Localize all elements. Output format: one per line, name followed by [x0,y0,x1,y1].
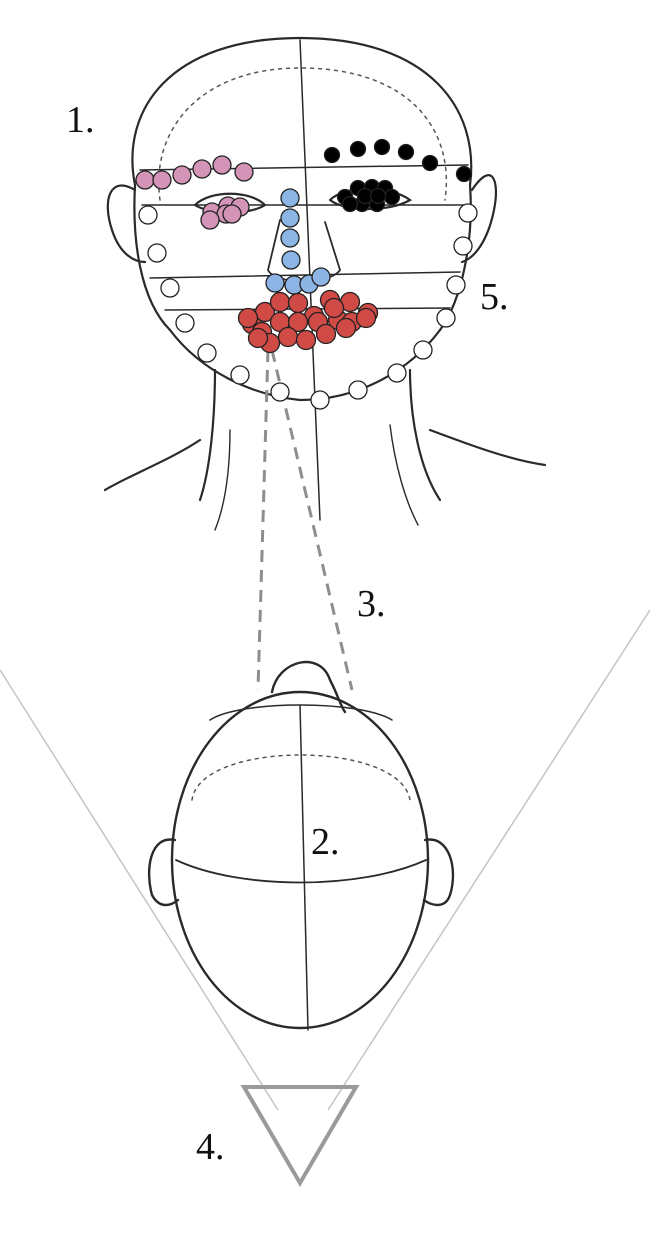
center-line-top [299,704,309,1031]
projection-lines [256,349,354,691]
hairline [158,67,447,201]
jawline-marker [147,243,167,263]
view-cone-right-line [327,609,650,1111]
shoulder-right [428,428,547,467]
jawline-marker [270,382,290,402]
nose-marker [311,267,331,287]
nose-tip-top [270,660,347,714]
left-ear-top [147,838,180,907]
nose-marker [280,208,300,228]
jawline-marker [175,313,195,333]
skull-top-outline [170,690,430,1030]
jaw [168,328,442,402]
jawline-marker [310,390,330,410]
neck-muscle-left [214,429,231,531]
left-eyebrow-eye-marker [200,210,220,230]
left-eyebrow-eye-marker [212,155,232,175]
jawline-marker [230,365,250,385]
left-eyebrow-eye-marker [222,204,242,224]
neck-muscle-right [389,424,419,526]
mouth-marker [355,307,377,329]
mouth-marker [269,291,291,313]
mouth-marker [287,292,309,314]
hairline-top [191,754,411,801]
nose-guide-line [149,271,461,279]
jawline-marker [453,236,473,256]
landmark-markers [135,138,478,410]
projection-left-line [256,349,270,691]
mouth-marker [237,307,259,329]
mouth-markers [237,289,379,354]
right-eyebrow-eye-marker [421,154,439,172]
face-left-side [133,183,172,332]
mouth-marker [295,329,317,351]
mouth-marker [323,297,345,319]
neck-left [198,368,217,502]
mouth-marker [315,323,337,345]
nose-marker [280,228,300,248]
left-eyebrow-eye-marker [152,170,172,190]
jawline-marker [446,275,466,295]
shoulder-left [103,438,202,492]
nose-marker [265,273,285,293]
viewer-triangle [240,1085,360,1187]
jawline-marker [413,340,433,360]
jawline-markers [138,203,478,410]
jawline-marker [160,278,180,298]
label-five: 5. [480,276,509,318]
right-eyebrow-eye-marker [397,143,415,161]
mouth-marker [247,327,269,349]
right-ear [460,174,498,264]
left-eyebrow-eye-markers [135,155,254,230]
right-eyebrow-eye-marker [323,146,341,164]
ear-line-top [175,859,427,884]
jawline-marker [436,308,456,328]
top-head-sketch [147,660,455,1031]
jawline-marker [387,363,407,383]
left-eyebrow-eye-marker [135,170,155,190]
right-eyebrow-eye-marker [383,188,401,206]
neck-right [408,368,442,502]
nose-marker [280,188,300,208]
jawline-marker [138,205,158,225]
right-ear-top [422,838,455,907]
nose-markers [265,188,331,295]
jawline-marker [348,380,368,400]
right-eyebrow-eye-marker [373,138,391,156]
cranium-outline [131,36,473,187]
label-three: 3. [357,583,386,625]
left-eyebrow-eye-marker [234,162,254,182]
projection-right-line [270,349,354,691]
jawline-marker [197,343,217,363]
label-four: 4. [196,1126,225,1168]
label-one: 1. [66,99,95,141]
jawline-marker [458,203,478,223]
right-eyebrow-eye-marker [369,187,387,205]
mouth-marker [277,326,299,348]
left-eyebrow-eye-marker [172,165,192,185]
label-two: 2. [311,821,340,863]
nose-marker [281,250,301,270]
right-eyebrow-eye-marker [341,195,359,213]
right-eyebrow-eye-marker [349,140,367,158]
view-cone [0,609,650,1111]
mouth-marker [335,317,357,339]
mouth-marker [287,311,309,333]
right-eyebrow-eye-marker [455,165,473,183]
right-eyebrow-eye-markers [323,138,473,213]
view-cone-left-line [0,669,279,1111]
left-ear [106,184,147,264]
left-eyebrow-eye-marker [192,159,212,179]
